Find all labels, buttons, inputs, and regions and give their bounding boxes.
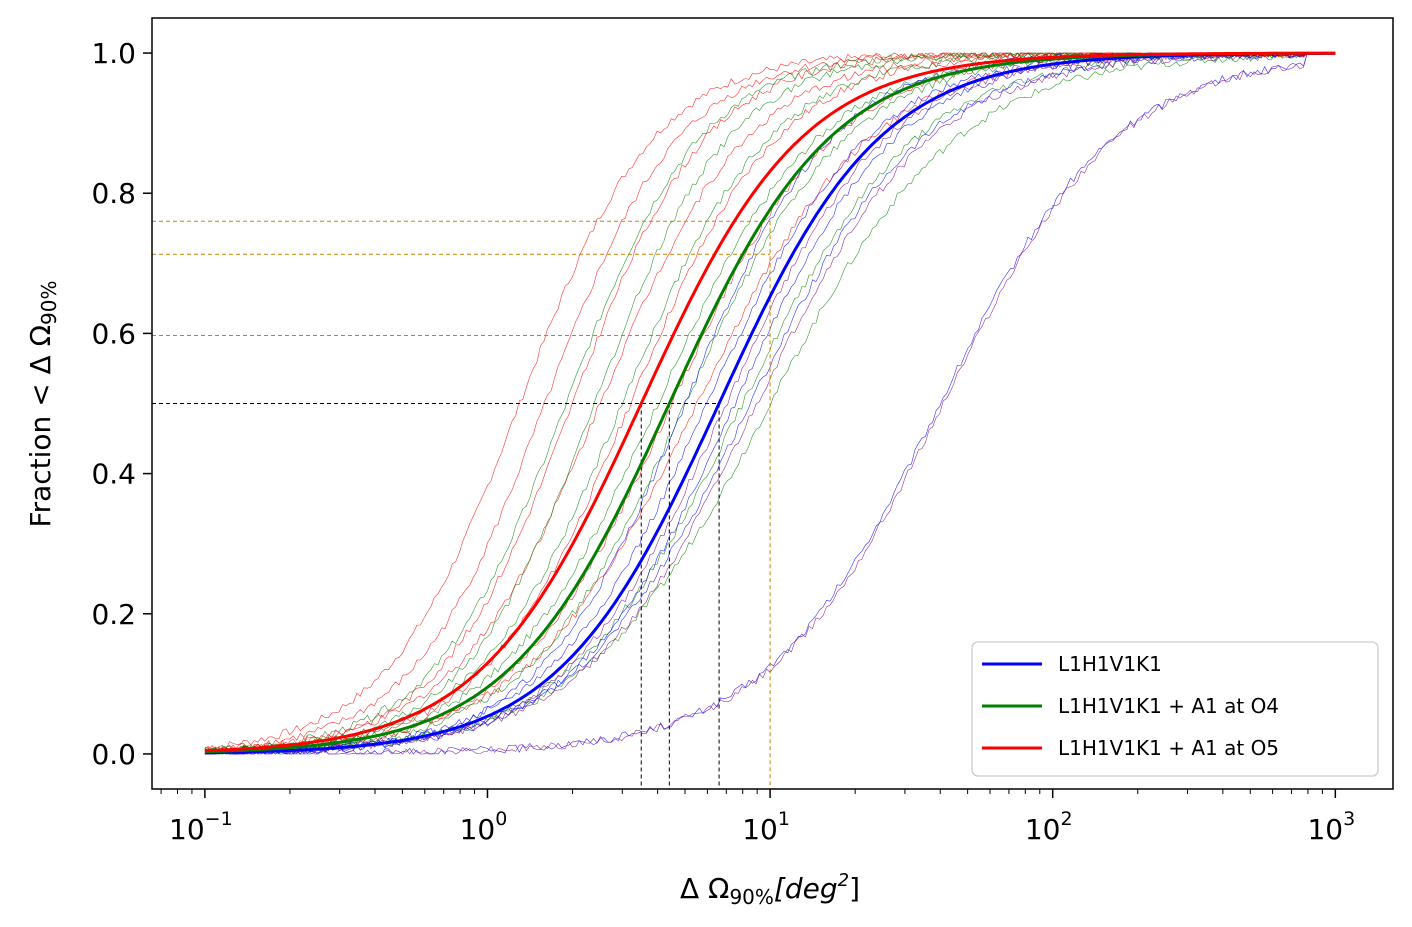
x-tick-label: 100 [460, 808, 508, 846]
y-axis-label: Fraction < Δ Ω90% [24, 281, 61, 528]
plot-frame [151, 17, 1394, 790]
main-curves [204, 51, 1336, 755]
y-tick-label: 0.6 [91, 317, 136, 350]
legend-box [971, 641, 1379, 777]
x-axis: 10−1 100 101 102 103 [160, 789, 1355, 846]
x-tick-label: 10−1 [169, 808, 233, 846]
y-tick-label: 0.0 [91, 738, 136, 771]
y-tick-label: 0.8 [91, 177, 136, 210]
reference-lines [152, 220, 771, 789]
x-tick-label: 101 [742, 808, 790, 846]
legend-label-o4: L1H1V1K1 + A1 at O4 [1058, 694, 1279, 718]
x-axis-label: Δ Ω90%[deg2] [680, 870, 860, 909]
y-tick-label: 0.4 [91, 458, 136, 491]
y-axis: 0.0 0.2 0.4 0.6 0.8 1.0 [91, 37, 152, 771]
y-tick-label: 1.0 [91, 37, 136, 70]
y-tick-label: 0.2 [91, 598, 136, 631]
x-tick-label: 102 [1025, 808, 1073, 846]
legend-label-o5: L1H1V1K1 + A1 at O5 [1058, 736, 1279, 760]
series-line-l1h1v1k1 [204, 51, 1336, 755]
series-line-l1h1v1k1-a1-at-o5 [204, 51, 1336, 753]
x-tick-label: 103 [1307, 808, 1355, 846]
legend: L1H1V1K1 L1H1V1K1 + A1 at O4 L1H1V1K1 + … [971, 641, 1379, 777]
legend-label-l1h1v1k1: L1H1V1K1 [1058, 652, 1162, 676]
